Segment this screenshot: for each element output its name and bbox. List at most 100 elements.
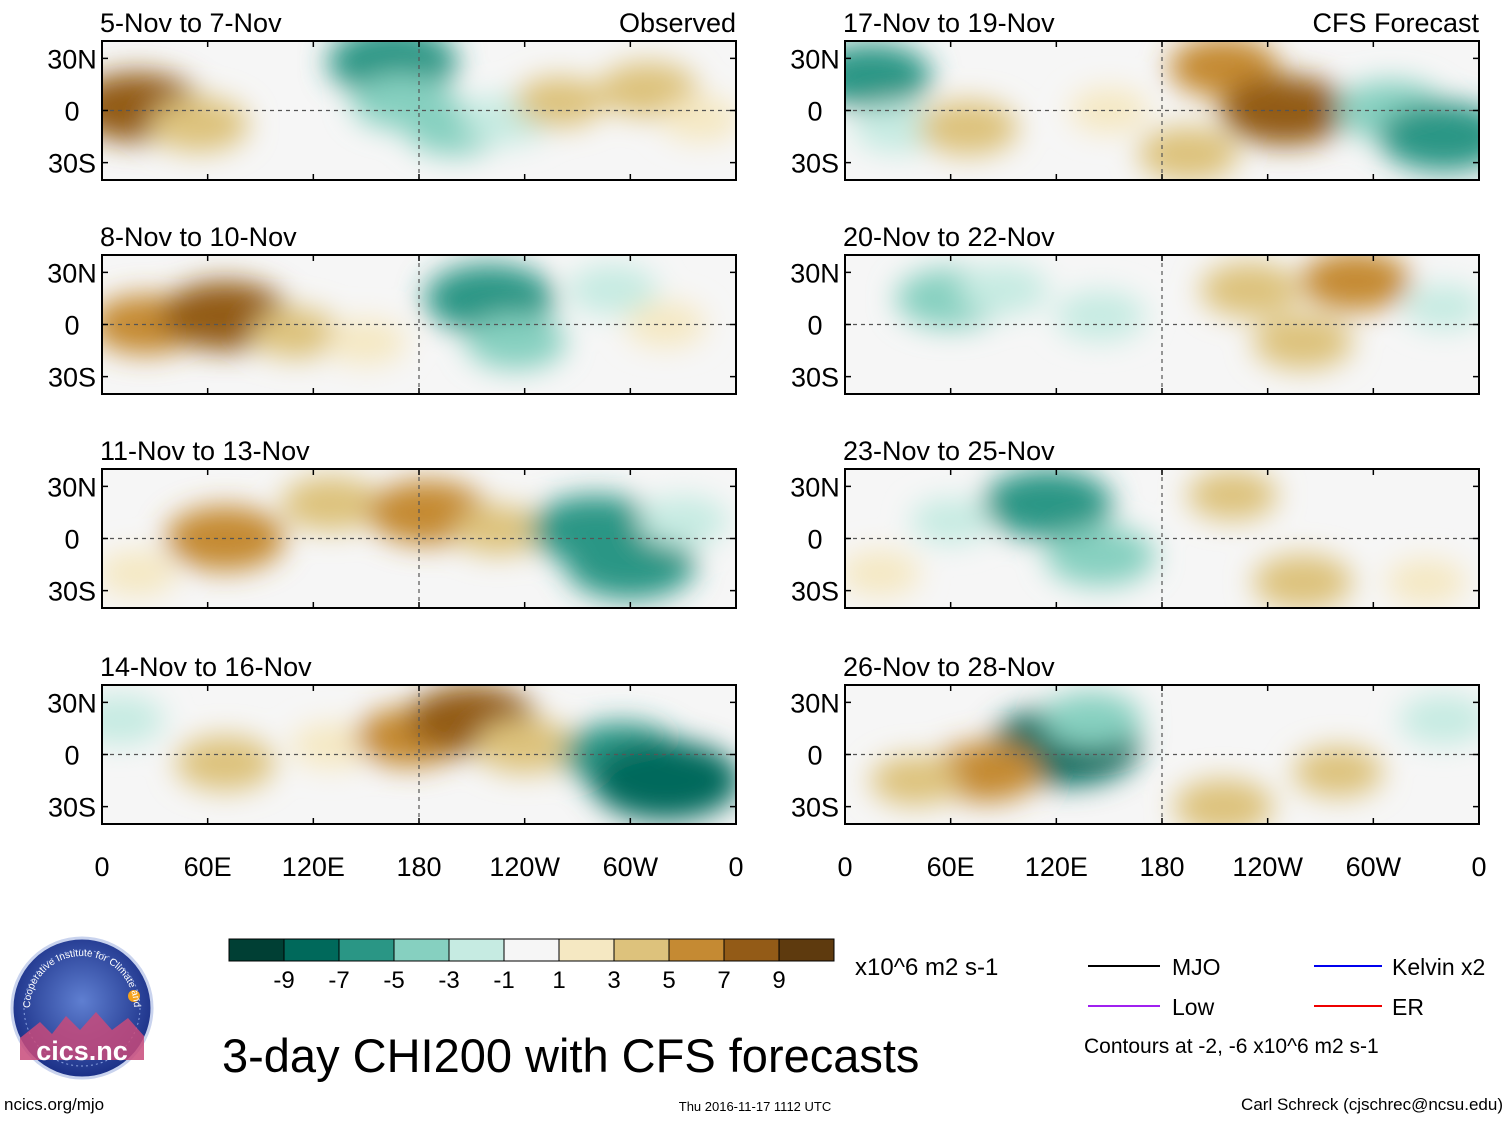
map-panel: 30N 0 30S 23-Nov to 25-Nov <box>790 436 1480 609</box>
y-tick-label: 30S <box>791 577 839 607</box>
footer-center: Thu 2016-11-17 1112 UTC <box>679 1099 831 1114</box>
map-panel: 30N 0 30S 8-Nov to 10-Nov <box>47 222 737 395</box>
anomaly-blob <box>1138 126 1239 180</box>
colorbar-tick-label: 3 <box>607 967 620 994</box>
x-tick-label: 0 <box>728 852 743 882</box>
panel-date-range: 26-Nov to 28-Nov <box>843 652 1055 682</box>
colorbar-tick-label: -7 <box>328 967 349 994</box>
colorbar-swatch <box>393 938 450 962</box>
legend-label-kelvin: Kelvin x2 <box>1392 954 1485 980</box>
anomaly-blob <box>1041 692 1142 748</box>
anomaly-blob <box>280 476 381 532</box>
y-tick-label: 0 <box>807 97 822 127</box>
anomaly-blob <box>1403 284 1479 330</box>
x-tick-label: 180 <box>1139 852 1184 882</box>
colorbar-swatch <box>283 938 340 962</box>
anomaly-blob <box>958 264 1049 315</box>
x-tick-label: 180 <box>396 852 441 882</box>
panel-date-range: 14-Nov to 16-Nov <box>100 652 312 682</box>
anomaly-blob <box>290 723 371 769</box>
panel-date-range: 5-Nov to 7-Nov <box>100 8 282 38</box>
anomaly-blob <box>1252 314 1353 370</box>
y-tick-label: 30N <box>47 472 97 502</box>
y-tick-label: 30S <box>48 577 96 607</box>
anomaly-blob <box>148 96 249 152</box>
anomaly-blob <box>1187 469 1278 521</box>
x-tick-label: 0 <box>837 852 852 882</box>
y-tick-label: 30S <box>791 793 839 823</box>
anomaly-shading <box>870 692 1479 824</box>
panels-layer: 30N 0 30S 5-Nov to 7-Nov Observed 30N 0 30S 8-No… <box>47 8 1486 882</box>
anomaly-shading <box>845 469 1467 608</box>
y-tick-label: 30N <box>47 258 97 288</box>
colorbar-swatch <box>338 938 395 962</box>
y-tick-label: 30N <box>790 472 840 502</box>
colorbar-tick-label: -1 <box>493 967 514 994</box>
anomaly-blob <box>565 529 696 600</box>
colorbar-swatch <box>613 938 670 962</box>
x-tick-label: 120E <box>282 852 345 882</box>
x-tick-label: 120W <box>489 852 560 882</box>
x-tick-label: 0 <box>1471 852 1486 882</box>
y-tick-label: 30N <box>790 44 840 74</box>
anomaly-blob <box>870 755 961 806</box>
anomaly-shading <box>102 685 736 821</box>
y-tick-label: 0 <box>64 741 79 771</box>
legend-label-low: Low <box>1172 994 1215 1020</box>
anomaly-shading <box>102 263 706 370</box>
y-tick-label: 0 <box>807 741 822 771</box>
y-tick-label: 0 <box>64 97 79 127</box>
y-tick-label: 0 <box>64 525 79 555</box>
x-tick-label: 60W <box>1346 852 1402 882</box>
panel-date-range: 17-Nov to 19-Nov <box>843 8 1055 38</box>
y-tick-label: 30S <box>48 793 96 823</box>
x-tick-label: 120E <box>1025 852 1088 882</box>
anomaly-blob <box>1173 779 1274 824</box>
anomaly-blob <box>250 307 341 359</box>
logo-text: cics.nc <box>36 1036 128 1066</box>
map-panel: 30N 0 30S 20-Nov to 22-Nov <box>790 222 1480 395</box>
colorbar-tick-label: 1 <box>552 967 565 994</box>
contour-legend: MJO Kelvin x2 Low ER Contours at -2, -6 … <box>1084 954 1485 1058</box>
y-tick-label: 30S <box>48 149 96 179</box>
y-tick-label: 30S <box>48 363 96 393</box>
y-tick-label: 30S <box>791 363 839 393</box>
map-panel: 30N 0 30S 5-Nov to 7-Nov Observed <box>47 8 737 181</box>
x-tick-label: 0 <box>94 852 109 882</box>
colorbar-swatch <box>778 938 835 962</box>
colorbar-tick-label: 7 <box>717 967 730 994</box>
legend-label-mjo: MJO <box>1172 954 1221 980</box>
y-tick-label: 30N <box>790 688 840 718</box>
anomaly-blob <box>453 504 544 556</box>
anomaly-blob <box>465 314 566 370</box>
anomaly-shading <box>895 255 1479 370</box>
anomaly-blob <box>638 495 729 547</box>
anomaly-shading <box>845 41 1479 180</box>
colorbar-tick-label: 5 <box>662 967 675 994</box>
colorbar-tick-label: -9 <box>273 967 294 994</box>
y-tick-label: 30N <box>47 44 97 74</box>
map-panel: 30N 0 30S 26-Nov to 28-Nov 0 60E 120E 180 120W 60… <box>790 652 1486 882</box>
anomaly-blob <box>1398 694 1479 745</box>
panel-date-range: 20-Nov to 22-Nov <box>843 222 1055 252</box>
map-panel: 30N 0 30S 11-Nov to 13-Nov <box>47 436 737 609</box>
anomaly-blob <box>1386 559 1467 605</box>
anomaly-blob <box>1293 746 1384 798</box>
anomaly-blob <box>1378 101 1479 172</box>
anomaly-blob <box>845 43 932 109</box>
x-tick-label: 60E <box>184 852 232 882</box>
anomaly-blob <box>567 264 658 315</box>
anomaly-blob <box>910 498 991 544</box>
x-tick-label: 60W <box>603 852 659 882</box>
y-tick-label: 30S <box>791 149 839 179</box>
column-label: CFS Forecast <box>1312 8 1479 38</box>
colorbar-swatch <box>448 938 505 962</box>
colorbar-swatch <box>503 938 560 962</box>
anomaly-blob <box>175 735 276 791</box>
anomaly-blob <box>102 550 178 597</box>
legend-label-er: ER <box>1392 994 1424 1020</box>
anomaly-blob <box>514 76 605 128</box>
anomaly-blob <box>1200 262 1301 318</box>
colorbar-swatch <box>228 938 285 962</box>
